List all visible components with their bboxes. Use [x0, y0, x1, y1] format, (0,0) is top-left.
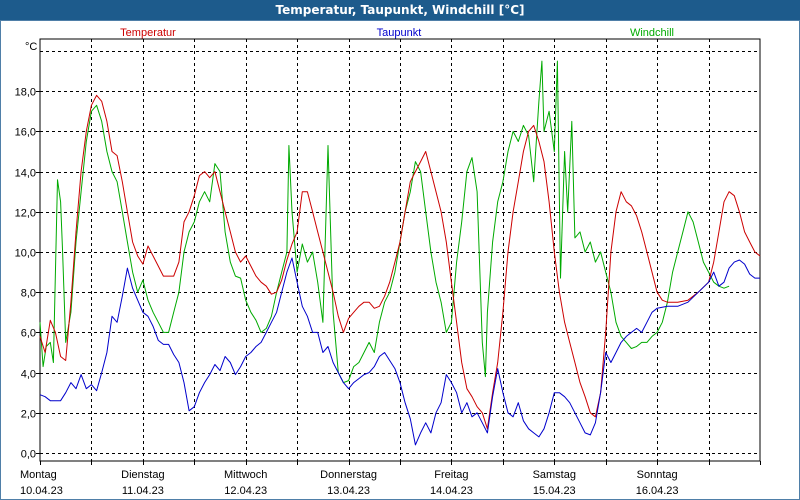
x-tick-label-weekday: Dienstag: [121, 469, 164, 481]
y-tick-label: 6,0: [21, 328, 36, 340]
x-tick-label-date: 15.04.23: [533, 485, 576, 497]
x-tick-label-weekday: Freitag: [434, 469, 468, 481]
series-line-windchill: [39, 60, 730, 384]
legend-taupunkt: Taupunkt: [377, 27, 422, 39]
legend-windchill: Windchill: [630, 27, 674, 39]
y-tick-label: 16,0: [15, 127, 36, 139]
y-tick-label: 4,0: [21, 369, 36, 381]
y-tick-label: 8,0: [21, 288, 36, 300]
y-tick-label: 10,0: [15, 248, 36, 260]
x-tick-label-weekday: Sonntag: [637, 469, 678, 481]
y-tick-label: 18,0: [15, 87, 36, 99]
y-tick-label: 12,0: [15, 208, 36, 220]
series-line-temperatur: [39, 94, 761, 430]
x-tick-label-date: 13.04.23: [327, 485, 370, 497]
x-tick-label-date: 12.04.23: [224, 485, 267, 497]
series-line-taupunkt: [39, 257, 760, 446]
y-tick-label: 14,0: [15, 168, 36, 180]
x-tick-label-weekday: Montag: [20, 469, 57, 481]
x-tick-label-weekday: Mittwoch: [224, 469, 267, 481]
chart-frame: 0,0 2,0 4,0 6,0 8,0 10,0 12,0 14,0 16,0 18,0 Monta…: [0, 20, 800, 500]
y-tick-label: 0,0: [21, 449, 36, 461]
x-tick-label-weekday: Donnerstag: [320, 469, 377, 481]
y-axis-label: °C: [25, 41, 37, 53]
x-tick-label-date: 14.04.23: [430, 485, 473, 497]
window-title: Temperatur, Taupunkt, Windchill [°C]: [0, 0, 800, 20]
legend-temperatur: Temperatur: [120, 27, 176, 39]
x-tick-label-weekday: Samstag: [533, 469, 576, 481]
y-tick-label: 2,0: [21, 409, 36, 421]
x-tick-label-date: 16.04.23: [636, 485, 679, 497]
x-tick-label-date: 10.04.23: [20, 485, 63, 497]
temperature-chart: 0,0 2,0 4,0 6,0 8,0 10,0 12,0 14,0 16,0 18,0 Monta…: [15, 27, 761, 497]
x-tick-label-date: 11.04.23: [122, 485, 164, 497]
